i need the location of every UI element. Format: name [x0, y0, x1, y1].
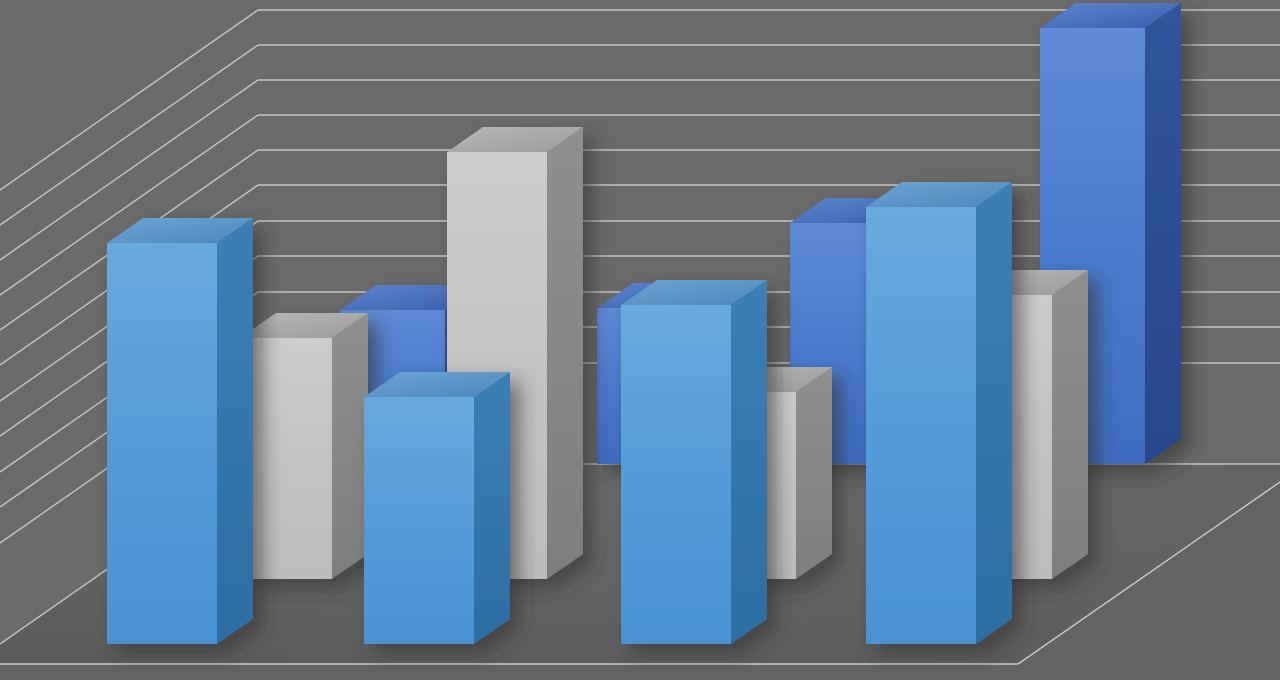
bar-top-face: [107, 218, 253, 243]
bar-side-face: [976, 182, 1012, 644]
chart-floor-front: [0, 482, 1280, 680]
bar-front-face: [107, 243, 217, 644]
bar-g4-series1[interactable]: [866, 182, 1012, 644]
bar-front-face: [364, 397, 474, 644]
bar-side-face: [217, 218, 253, 644]
floor-outline: [0, 481, 1280, 665]
series-front-lightblue: [107, 182, 1012, 644]
bar-side-face: [1052, 270, 1088, 579]
bar-side-face: [332, 313, 368, 579]
bar-top-face: [447, 127, 583, 152]
bar-top-face: [866, 182, 1012, 207]
bar-side-face: [1145, 3, 1181, 464]
bar-g1-series1[interactable]: [107, 218, 253, 644]
bar-top-face: [1040, 3, 1181, 28]
bar-side-face: [474, 372, 510, 644]
bar-top-face: [621, 280, 767, 305]
bar-top-face: [240, 313, 368, 338]
bar-side-face: [731, 280, 767, 644]
bar-top-face: [364, 372, 510, 397]
bar-side-face: [547, 127, 583, 579]
bar-g2-series1[interactable]: [364, 372, 510, 644]
bar-front-face: [866, 207, 976, 644]
bar-g1-series2[interactable]: [240, 313, 368, 579]
bar-g3-series1[interactable]: [621, 280, 767, 644]
bar-front-face: [240, 338, 332, 579]
bar-top-face: [340, 285, 481, 310]
bar-side-face: [796, 367, 832, 579]
bar-front-face: [621, 305, 731, 644]
